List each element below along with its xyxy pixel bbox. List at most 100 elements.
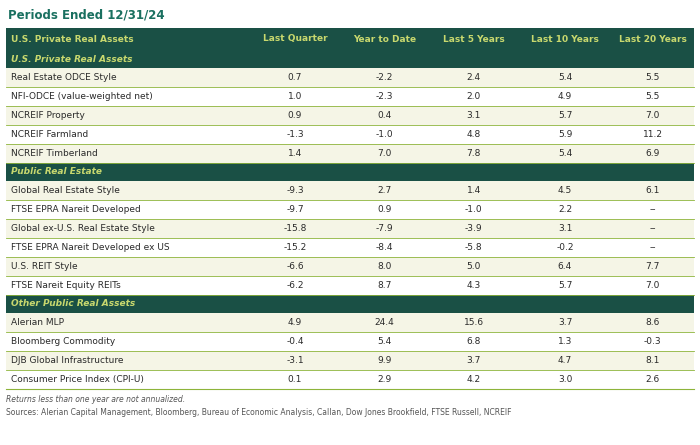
Bar <box>6 181 694 200</box>
Text: 8.0: 8.0 <box>377 262 391 271</box>
Text: -2.2: -2.2 <box>376 73 393 82</box>
Text: -1.3: -1.3 <box>286 130 304 139</box>
Text: 0.9: 0.9 <box>288 111 302 120</box>
Text: 4.9: 4.9 <box>558 92 572 101</box>
Text: -5.8: -5.8 <box>465 243 483 252</box>
Text: 2.2: 2.2 <box>558 205 572 214</box>
Text: -9.7: -9.7 <box>286 205 304 214</box>
Text: FTSE EPRA Nareit Developed: FTSE EPRA Nareit Developed <box>11 205 141 214</box>
Text: 5.4: 5.4 <box>377 337 391 346</box>
Text: Alerian MLP: Alerian MLP <box>11 318 64 327</box>
Text: 3.1: 3.1 <box>558 224 572 233</box>
Text: Year to Date: Year to Date <box>353 35 416 44</box>
Text: 6.9: 6.9 <box>645 149 660 158</box>
Text: Global ex-U.S. Real Estate Style: Global ex-U.S. Real Estate Style <box>11 224 155 233</box>
Text: 4.2: 4.2 <box>467 375 481 384</box>
Text: 8.1: 8.1 <box>645 356 660 365</box>
Text: 5.4: 5.4 <box>558 149 572 158</box>
Text: -2.3: -2.3 <box>376 92 393 101</box>
Bar <box>6 106 694 125</box>
Text: NCREIF Timberland: NCREIF Timberland <box>11 149 98 158</box>
Text: -7.9: -7.9 <box>376 224 393 233</box>
Text: 0.4: 0.4 <box>377 111 391 120</box>
Text: 3.0: 3.0 <box>558 375 572 384</box>
Text: 4.5: 4.5 <box>558 186 572 195</box>
Text: -3.1: -3.1 <box>286 356 304 365</box>
Text: --: -- <box>650 224 656 233</box>
Text: 5.4: 5.4 <box>558 73 572 82</box>
Text: DJB Global Infrastructure: DJB Global Infrastructure <box>11 356 123 365</box>
Text: 2.9: 2.9 <box>377 375 391 384</box>
Text: -8.4: -8.4 <box>376 243 393 252</box>
Text: 1.0: 1.0 <box>288 92 302 101</box>
Text: 5.5: 5.5 <box>645 73 660 82</box>
Text: --: -- <box>650 205 656 214</box>
Text: FTSE EPRA Nareit Developed ex US: FTSE EPRA Nareit Developed ex US <box>11 243 169 252</box>
Bar <box>6 87 694 106</box>
Text: U.S. REIT Style: U.S. REIT Style <box>11 262 78 271</box>
Text: -15.2: -15.2 <box>284 243 307 252</box>
Text: -1.0: -1.0 <box>376 130 393 139</box>
Text: Consumer Price Index (CPI-U): Consumer Price Index (CPI-U) <box>11 375 144 384</box>
Text: -0.3: -0.3 <box>644 337 661 346</box>
Text: 2.6: 2.6 <box>645 375 660 384</box>
Text: Last 20 Years: Last 20 Years <box>619 35 687 44</box>
Text: 7.8: 7.8 <box>467 149 481 158</box>
Text: 9.9: 9.9 <box>377 356 391 365</box>
Bar <box>6 125 694 144</box>
Text: 3.7: 3.7 <box>558 318 572 327</box>
Text: Returns less than one year are not annualized.: Returns less than one year are not annua… <box>6 395 185 404</box>
Text: Periods Ended 12/31/24: Periods Ended 12/31/24 <box>8 8 164 21</box>
Text: 24.4: 24.4 <box>374 318 394 327</box>
Bar <box>6 370 694 389</box>
Text: Global Real Estate Style: Global Real Estate Style <box>11 186 120 195</box>
Text: --: -- <box>650 243 656 252</box>
Text: Other Public Real Assets: Other Public Real Assets <box>11 299 135 308</box>
Text: 3.7: 3.7 <box>467 356 481 365</box>
Bar <box>6 351 694 370</box>
Bar <box>6 219 694 238</box>
Text: 6.8: 6.8 <box>467 337 481 346</box>
Text: U.S. Private Real Assets: U.S. Private Real Assets <box>11 54 132 64</box>
Bar <box>6 295 694 313</box>
Text: 5.7: 5.7 <box>558 281 572 290</box>
Text: 7.0: 7.0 <box>645 111 660 120</box>
Bar <box>6 332 694 351</box>
Text: 0.9: 0.9 <box>377 205 391 214</box>
Text: 3.1: 3.1 <box>467 111 481 120</box>
Bar <box>6 313 694 332</box>
Text: Last 5 Years: Last 5 Years <box>443 35 505 44</box>
Text: 4.7: 4.7 <box>558 356 572 365</box>
Text: NCREIF Farmland: NCREIF Farmland <box>11 130 88 139</box>
Text: 11.2: 11.2 <box>643 130 663 139</box>
Bar <box>6 200 694 219</box>
Text: -15.8: -15.8 <box>284 224 307 233</box>
Bar <box>6 257 694 276</box>
Text: 15.6: 15.6 <box>464 318 484 327</box>
Text: NCREIF Property: NCREIF Property <box>11 111 85 120</box>
Text: 5.0: 5.0 <box>467 262 481 271</box>
Text: -9.3: -9.3 <box>286 186 304 195</box>
Text: -3.9: -3.9 <box>465 224 483 233</box>
Text: 1.3: 1.3 <box>558 337 572 346</box>
Text: -6.6: -6.6 <box>286 262 304 271</box>
Bar <box>6 276 694 295</box>
Text: 1.4: 1.4 <box>467 186 481 195</box>
Text: -0.2: -0.2 <box>556 243 574 252</box>
Text: 2.4: 2.4 <box>467 73 481 82</box>
Text: U.S. Private Real Assets: U.S. Private Real Assets <box>11 35 134 44</box>
Bar <box>6 238 694 257</box>
Text: Sources: Alerian Capital Management, Bloomberg, Bureau of Economic Analysis, Cal: Sources: Alerian Capital Management, Blo… <box>6 408 512 417</box>
Text: 8.6: 8.6 <box>645 318 660 327</box>
Text: 5.9: 5.9 <box>558 130 572 139</box>
Text: Last 10 Years: Last 10 Years <box>531 35 599 44</box>
Text: 5.7: 5.7 <box>558 111 572 120</box>
Text: 4.8: 4.8 <box>467 130 481 139</box>
Text: FTSE Nareit Equity REITs: FTSE Nareit Equity REITs <box>11 281 120 290</box>
Text: 1.4: 1.4 <box>288 149 302 158</box>
Text: 7.0: 7.0 <box>377 149 391 158</box>
Text: 4.3: 4.3 <box>467 281 481 290</box>
Text: 7.7: 7.7 <box>645 262 660 271</box>
Bar <box>6 144 694 163</box>
Bar <box>6 28 694 50</box>
